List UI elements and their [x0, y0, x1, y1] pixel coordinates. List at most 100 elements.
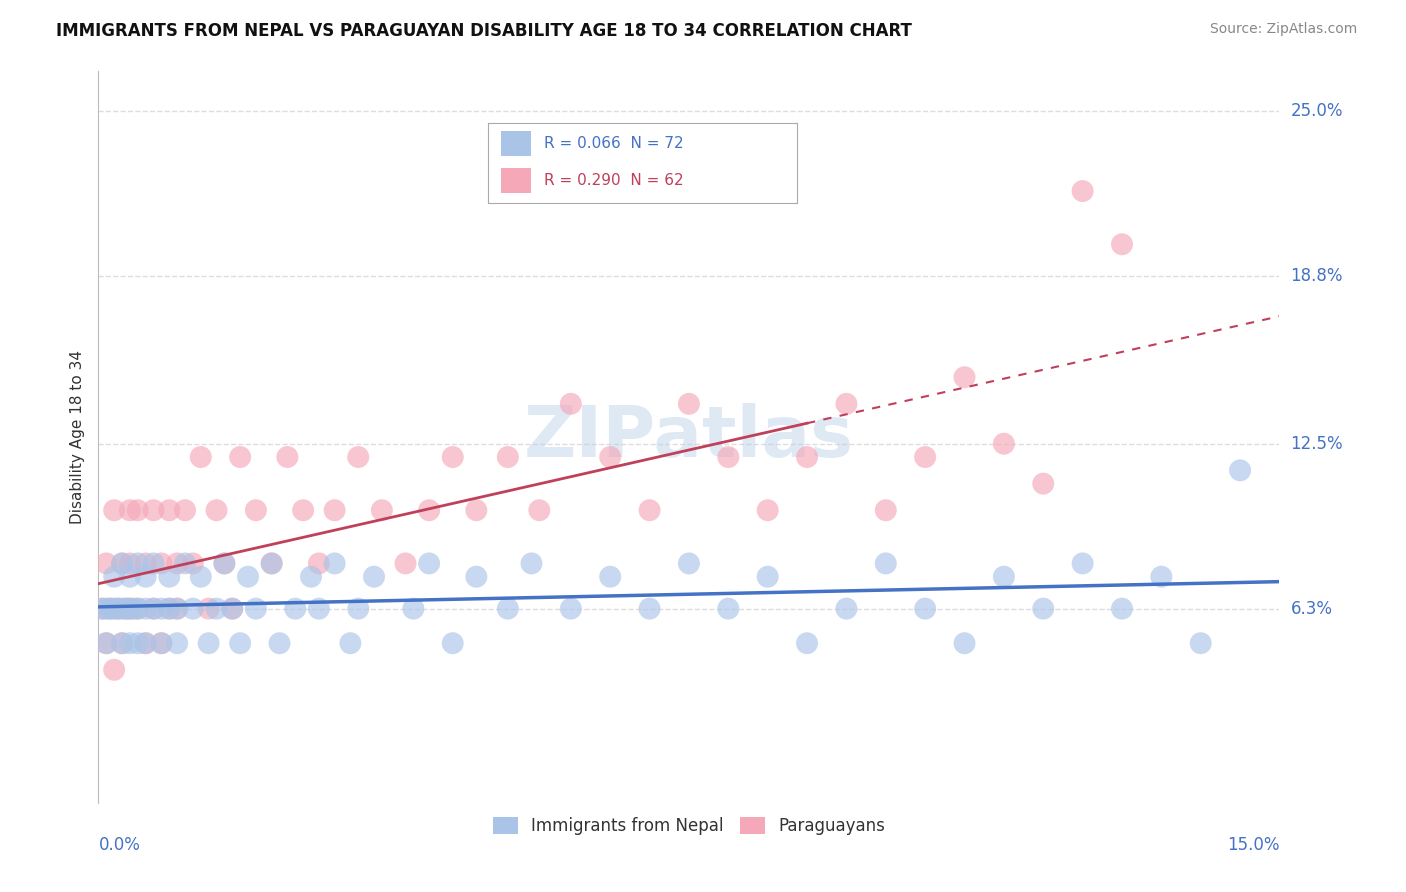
Point — [157, 601, 180, 615]
Point — [1150, 570, 1173, 584]
Point — [560, 601, 582, 615]
Point — [638, 601, 661, 615]
Point — [529, 503, 551, 517]
Point — [122, 601, 145, 615]
Point — [465, 570, 488, 584]
Point — [796, 450, 818, 464]
Point — [118, 601, 141, 615]
Point — [914, 450, 936, 464]
Point — [91, 601, 114, 615]
Point — [260, 557, 283, 571]
Point — [111, 557, 134, 571]
Point — [115, 601, 138, 615]
Point — [166, 601, 188, 615]
Point — [150, 557, 173, 571]
Point — [205, 601, 228, 615]
Point — [111, 557, 134, 571]
Point — [135, 570, 157, 584]
Text: 18.8%: 18.8% — [1291, 268, 1343, 285]
Point — [135, 636, 157, 650]
Point — [245, 503, 267, 517]
Point — [756, 503, 779, 517]
Point — [363, 570, 385, 584]
Point — [157, 570, 180, 584]
Point — [292, 503, 315, 517]
Point — [174, 503, 197, 517]
Point — [717, 601, 740, 615]
Bar — [501, 168, 531, 194]
Point — [993, 436, 1015, 450]
Point — [276, 450, 298, 464]
Point — [150, 601, 173, 615]
Text: 25.0%: 25.0% — [1291, 103, 1343, 120]
Point — [875, 557, 897, 571]
Point — [599, 570, 621, 584]
Text: R = 0.066  N = 72: R = 0.066 N = 72 — [544, 136, 683, 151]
Point — [103, 663, 125, 677]
Point — [205, 503, 228, 517]
Point — [118, 601, 141, 615]
Point — [678, 557, 700, 571]
Point — [756, 570, 779, 584]
Point — [135, 601, 157, 615]
Point — [560, 397, 582, 411]
Point — [197, 636, 219, 650]
Point — [418, 503, 440, 517]
Point — [796, 636, 818, 650]
Point — [221, 601, 243, 615]
Point — [103, 570, 125, 584]
Point — [157, 601, 180, 615]
Point — [269, 636, 291, 650]
Point — [323, 557, 346, 571]
Point — [402, 601, 425, 615]
Point — [347, 601, 370, 615]
Point — [214, 557, 236, 571]
Point — [166, 601, 188, 615]
Point — [115, 601, 138, 615]
Point — [96, 636, 118, 650]
Point — [914, 601, 936, 615]
Point — [1189, 636, 1212, 650]
Point — [135, 636, 157, 650]
Text: 0.0%: 0.0% — [98, 836, 141, 854]
Point — [496, 450, 519, 464]
Point — [127, 636, 149, 650]
Text: Source: ZipAtlas.com: Source: ZipAtlas.com — [1209, 22, 1357, 37]
Text: IMMIGRANTS FROM NEPAL VS PARAGUAYAN DISABILITY AGE 18 TO 34 CORRELATION CHART: IMMIGRANTS FROM NEPAL VS PARAGUAYAN DISA… — [56, 22, 912, 40]
Point — [103, 503, 125, 517]
Point — [96, 601, 118, 615]
Point — [347, 450, 370, 464]
Point — [190, 450, 212, 464]
Point — [835, 397, 858, 411]
Point — [96, 636, 118, 650]
Point — [118, 557, 141, 571]
Point — [1111, 601, 1133, 615]
Point — [465, 503, 488, 517]
Point — [197, 601, 219, 615]
Point — [993, 570, 1015, 584]
Point — [98, 601, 121, 615]
Point — [142, 557, 165, 571]
Point — [260, 557, 283, 571]
Point — [118, 636, 141, 650]
Point — [308, 557, 330, 571]
Point — [166, 557, 188, 571]
Point — [142, 503, 165, 517]
Point — [166, 636, 188, 650]
Text: 12.5%: 12.5% — [1291, 434, 1343, 453]
Text: 15.0%: 15.0% — [1227, 836, 1279, 854]
Point — [394, 557, 416, 571]
Point — [1229, 463, 1251, 477]
Point — [111, 636, 134, 650]
Point — [599, 450, 621, 464]
Point — [214, 557, 236, 571]
Point — [142, 601, 165, 615]
Point — [107, 601, 129, 615]
Point — [91, 601, 114, 615]
Point — [371, 503, 394, 517]
Point — [181, 557, 204, 571]
Point — [150, 636, 173, 650]
Legend: Immigrants from Nepal, Paraguayans: Immigrants from Nepal, Paraguayans — [486, 811, 891, 842]
Point — [441, 450, 464, 464]
Point — [118, 503, 141, 517]
